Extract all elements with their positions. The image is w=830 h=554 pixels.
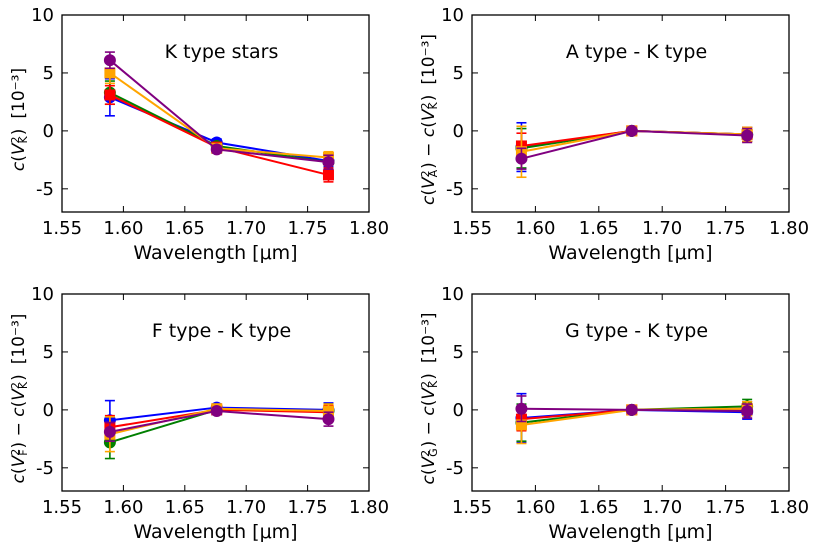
- subplot-title: K type stars: [165, 41, 279, 63]
- x-tick-label: 1.70: [642, 497, 682, 518]
- axes-frame: [61, 293, 370, 492]
- series-blue: [515, 392, 754, 444]
- x-tick-label: 1.80: [769, 218, 809, 239]
- subplot-1: 1.55 1.60 1.65 1.70 1.75 1.80 10 5 0 -5 K type sta…: [9, 5, 389, 264]
- x-tick-label: 1.70: [226, 218, 266, 239]
- data-point: [210, 143, 223, 156]
- series-purple: [515, 124, 754, 170]
- series-line: [109, 94, 329, 176]
- x-tick-label: 1.65: [165, 497, 205, 518]
- data-point: [322, 413, 335, 426]
- subplot-2: 1.55 1.60 1.65 1.70 1.75 1.80 10 5 0 -5 A type - K…: [419, 5, 809, 264]
- y-axis-label: c(V2F) − c(V2K)[10⁻³]: [9, 314, 30, 484]
- data-point: [210, 405, 223, 418]
- y-axis-label: c(V2G) − c(V2K)[10⁻³]: [419, 312, 440, 484]
- y-tick-label: -5: [446, 179, 464, 200]
- x-tick-label: 1.70: [226, 497, 266, 518]
- series-purple: [515, 395, 754, 423]
- subplot-title: G type - K type: [565, 320, 708, 342]
- x-tick-label: 1.70: [642, 218, 682, 239]
- x-tick-label: 1.55: [452, 218, 492, 239]
- y-tick-label: 10: [441, 5, 464, 26]
- y-axis-label: c(V2K)[10⁻³]: [9, 68, 30, 171]
- y-tick-label: 5: [43, 63, 54, 84]
- subplot-4: 1.55 1.60 1.65 1.70 1.75 1.80 10 5 0 -5 G type - K…: [419, 284, 809, 543]
- data-point: [625, 403, 638, 416]
- x-tick-label: 1.60: [515, 218, 555, 239]
- y-tick-label: 0: [453, 400, 464, 421]
- x-tick-label: 1.55: [42, 218, 82, 239]
- data-point: [741, 405, 754, 418]
- axes-frame: [471, 14, 790, 213]
- data-point: [103, 54, 116, 67]
- x-tick-label: 1.75: [706, 497, 746, 518]
- x-tick-label: 1.80: [769, 497, 809, 518]
- x-tick-label: 1.60: [103, 218, 143, 239]
- x-axis-label: Wavelength [μm]: [548, 521, 712, 543]
- y-tick-label: 10: [441, 284, 464, 305]
- y-tick-label: -5: [36, 179, 54, 200]
- x-tick-label: 1.65: [579, 218, 619, 239]
- x-tick-label: 1.80: [349, 497, 389, 518]
- axes-frame: [471, 293, 790, 492]
- x-tick-label: 1.55: [452, 497, 492, 518]
- x-tick-label: 1.75: [288, 497, 328, 518]
- series-purple: [103, 51, 335, 170]
- axes-frame: [61, 14, 370, 213]
- data-point: [515, 402, 528, 415]
- y-tick-label: 0: [453, 121, 464, 142]
- series-red: [104, 84, 334, 183]
- y-tick-label: 5: [453, 63, 464, 84]
- data-point: [104, 89, 116, 101]
- x-tick-label: 1.60: [103, 497, 143, 518]
- x-axis-label: Wavelength [μm]: [548, 242, 712, 264]
- subplot-3: 1.55 1.60 1.65 1.70 1.75 1.80 10 5 0 -5 F type - K…: [9, 284, 389, 543]
- x-tick-label: 1.65: [165, 218, 205, 239]
- subplot-title: A type - K type: [566, 41, 707, 63]
- data-point: [741, 129, 754, 142]
- x-tick-label: 1.80: [349, 218, 389, 239]
- y-tick-label: 0: [43, 121, 54, 142]
- y-tick-label: 5: [43, 342, 54, 363]
- data-point: [625, 124, 638, 137]
- y-tick-label: -5: [36, 458, 54, 479]
- data-point: [322, 169, 334, 181]
- y-tick-label: -5: [446, 458, 464, 479]
- x-tick-label: 1.60: [515, 497, 555, 518]
- y-tick-label: 0: [43, 400, 54, 421]
- y-tick-label: 5: [453, 342, 464, 363]
- data-point: [104, 67, 116, 79]
- series-purple: [103, 405, 335, 442]
- x-axis-label: Wavelength [μm]: [133, 521, 297, 543]
- y-tick-label: 10: [31, 5, 54, 26]
- y-tick-label: 10: [31, 284, 54, 305]
- x-tick-label: 1.75: [288, 218, 328, 239]
- x-axis-label: Wavelength [μm]: [133, 242, 297, 264]
- x-tick-label: 1.75: [706, 218, 746, 239]
- data-point: [515, 152, 528, 165]
- subplot-title: F type - K type: [152, 320, 291, 342]
- y-axis-label: c(V2A) − c(V2K)[10⁻³]: [419, 34, 440, 205]
- data-point: [103, 425, 116, 438]
- data-point: [322, 156, 335, 169]
- x-tick-label: 1.65: [579, 497, 619, 518]
- x-tick-label: 1.55: [42, 497, 82, 518]
